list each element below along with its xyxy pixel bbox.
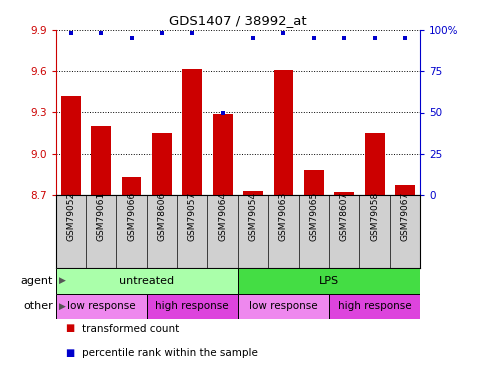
Text: untreated: untreated <box>119 276 174 286</box>
Bar <box>152 133 172 195</box>
Text: agent: agent <box>21 276 53 286</box>
Text: ■: ■ <box>65 348 74 358</box>
Point <box>219 110 227 116</box>
Point <box>371 35 379 41</box>
Bar <box>238 268 420 294</box>
Bar <box>243 191 263 195</box>
Title: GDS1407 / 38992_at: GDS1407 / 38992_at <box>169 15 307 27</box>
Text: LPS: LPS <box>319 276 339 286</box>
Text: ■: ■ <box>65 324 74 333</box>
Point <box>310 35 318 41</box>
Bar <box>91 126 111 195</box>
Point <box>97 30 105 36</box>
Point <box>158 30 166 36</box>
Point <box>341 35 348 41</box>
Point <box>249 35 257 41</box>
Bar <box>61 96 81 195</box>
Text: high response: high response <box>338 302 412 311</box>
Bar <box>329 294 420 319</box>
Text: low response: low response <box>67 302 135 311</box>
Bar <box>365 133 384 195</box>
Bar <box>56 294 147 319</box>
Bar <box>304 170 324 195</box>
Text: other: other <box>23 302 53 311</box>
Bar <box>147 294 238 319</box>
Bar <box>273 70 293 195</box>
Bar <box>334 192 354 195</box>
Bar <box>183 69 202 195</box>
Point <box>188 30 196 36</box>
Text: low response: low response <box>249 302 318 311</box>
Bar <box>238 294 329 319</box>
Point <box>401 35 409 41</box>
Point <box>280 30 287 36</box>
Text: percentile rank within the sample: percentile rank within the sample <box>82 348 258 358</box>
Text: high response: high response <box>156 302 229 311</box>
Text: ▶: ▶ <box>59 276 66 285</box>
Text: ▶: ▶ <box>59 302 66 311</box>
Point <box>128 35 135 41</box>
Bar <box>56 268 238 294</box>
Bar <box>395 185 415 195</box>
Bar <box>122 177 142 195</box>
Point <box>67 30 74 36</box>
Bar <box>213 114 232 195</box>
Text: transformed count: transformed count <box>82 324 179 333</box>
